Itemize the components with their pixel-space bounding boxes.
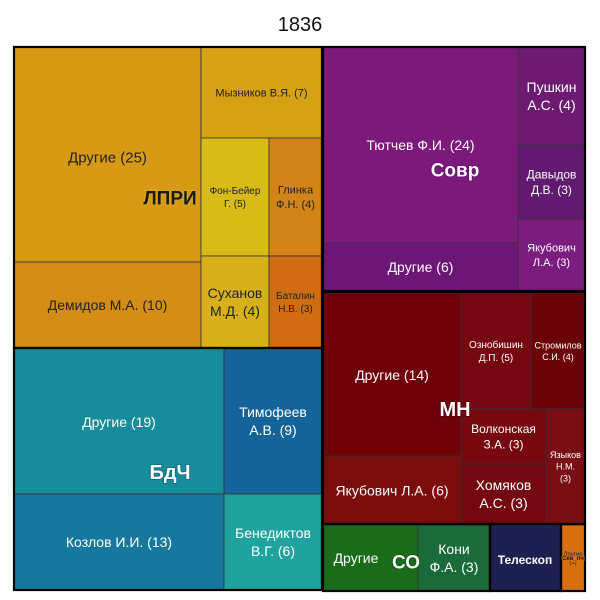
cell-label-сев-пч-0: Другие (1) xyxy=(563,552,583,566)
treemap-cell-мн-5 xyxy=(460,463,547,525)
cell-label-бдч-3: Бенедиктов В.Г. (6) xyxy=(235,525,311,559)
treemap-cell-со-1 xyxy=(417,524,491,592)
cell-label-со-0: Другие xyxy=(334,550,379,566)
treemap-cell-лпри-6 xyxy=(268,255,323,349)
treemap-cell-совр-2 xyxy=(517,144,586,220)
group-label-телескоп: Телескоп xyxy=(498,553,553,567)
treemap-cell-мн-2 xyxy=(530,292,586,410)
cell-label-мн-2: Стромилов С.И. (4) xyxy=(535,340,582,362)
cell-label-совр-2: Давыдов Д.В. (3) xyxy=(527,167,577,197)
cell-label-бдч-0: Другие (19) xyxy=(82,414,156,430)
cell-label-мн-6: Языков Н.М. (3) xyxy=(550,450,581,483)
cell-label-со-1: Кони Ф.А. (3) xyxy=(430,541,479,575)
treemap-cell-мн-4 xyxy=(322,455,462,526)
group-label-совр: Совр xyxy=(431,161,480,182)
group-label-бдч: БдЧ xyxy=(149,462,190,484)
treemap-cell-лпри-3 xyxy=(268,137,323,257)
chart-title: 1836 xyxy=(277,14,323,36)
treemap-cell-телескоп-0 xyxy=(489,524,562,592)
cell-label-лпри-5: Суханов М.Д. (4) xyxy=(208,285,263,319)
cell-label-мн-3: Волконская З.А. (3) xyxy=(471,422,536,452)
treemap-cell-лпри-2 xyxy=(200,137,270,257)
treemap-cell-мн-3 xyxy=(460,408,547,465)
treemap-cell-бдч-3 xyxy=(223,493,323,591)
cell-label-мн-5: Хомяков А.С. (3) xyxy=(476,477,532,511)
cell-label-бдч-1: Тимофеев А.В. (9) xyxy=(239,404,307,438)
group-label-лпри: ЛПРИ xyxy=(143,189,196,210)
cell-label-мн-4: Якубович Л.А. (6) xyxy=(335,482,448,498)
treemap-cell-бдч-0 xyxy=(13,347,225,495)
group-label-со: СО xyxy=(392,553,420,574)
cell-label-лпри-0: Другие (25) xyxy=(68,149,147,166)
cell-label-совр-1: Пушкин А.С. (4) xyxy=(527,79,577,113)
cell-label-лпри-2: Фон-Бейер Г. (5) xyxy=(210,186,261,210)
cell-label-лпри-3: Глинка Ф.Н. (4) xyxy=(276,185,315,211)
treemap-cell-бдч-1 xyxy=(223,347,323,495)
group-label-сев-пч: Сев_пч xyxy=(562,556,584,562)
treemap-cell-мн-1 xyxy=(460,292,532,410)
treemap-cell-лпри-5 xyxy=(200,255,270,349)
cell-label-мн-0: Другие (14) xyxy=(355,367,429,383)
treemap-cell-совр-0 xyxy=(322,46,519,244)
cell-label-совр-3: Другие (6) xyxy=(388,259,454,275)
treemap-cell-совр-4 xyxy=(517,218,586,292)
cell-label-лпри-4: Демидов М.А. (10) xyxy=(48,297,168,313)
group-outline-сев-пч xyxy=(559,522,587,593)
treemap-cell-мн-0 xyxy=(322,292,462,457)
cell-label-лпри-1: Мызников В.Я. (7) xyxy=(215,87,307,99)
cell-label-совр-4: Якубович Л.А. (3) xyxy=(527,243,576,269)
cell-label-лпри-6: Баталин Н.В. (3) xyxy=(276,291,315,315)
group-outline-бдч xyxy=(12,346,324,592)
group-label-мн: МН xyxy=(439,399,470,421)
cell-label-совр-0: Тютчев Ф.И. (24) xyxy=(366,137,474,153)
treemap-cell-мн-6 xyxy=(545,408,586,525)
treemap-cell-совр-3 xyxy=(322,242,519,292)
cell-label-мн-1: Ознобишин Д.П. (5) xyxy=(469,339,523,364)
treemap-cell-со-0 xyxy=(322,524,419,592)
cell-label-бдч-2: Козлов И.И. (13) xyxy=(66,534,172,550)
treemap-cell-совр-1 xyxy=(517,46,586,146)
